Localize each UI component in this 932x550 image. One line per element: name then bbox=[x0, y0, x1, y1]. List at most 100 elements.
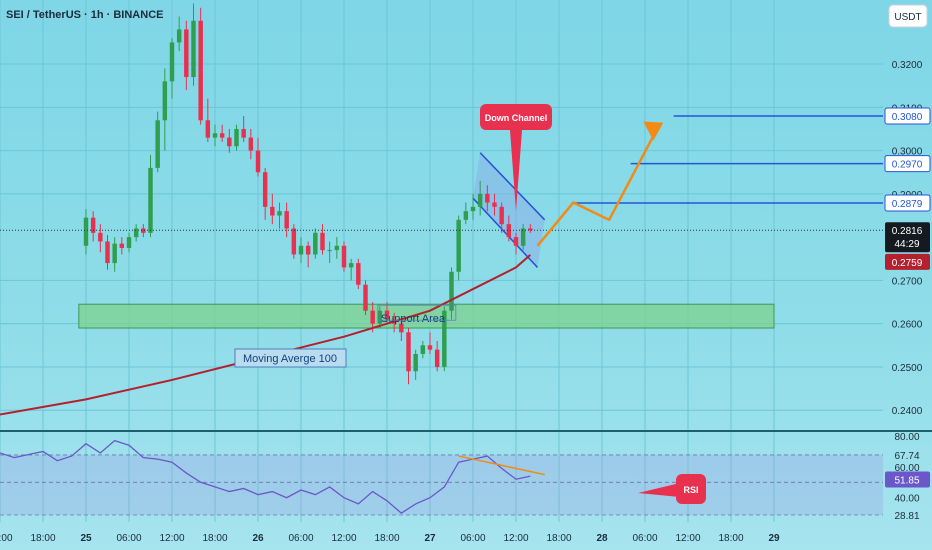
target-price-label: 0.3080 bbox=[892, 112, 923, 123]
candle-bullish bbox=[234, 128, 239, 147]
rsi-label-box bbox=[676, 474, 706, 504]
price-tick-label: 0.3200 bbox=[892, 60, 923, 71]
candle-bearish bbox=[406, 332, 411, 372]
price-tick-label: 0.2600 bbox=[892, 320, 923, 331]
projection-path bbox=[536, 124, 661, 247]
candle-bullish bbox=[313, 232, 318, 255]
candle-bearish bbox=[492, 202, 497, 207]
candle-bearish bbox=[528, 228, 533, 231]
candle-bearish bbox=[506, 224, 512, 238]
time-tick-label: 06:00 bbox=[632, 533, 657, 544]
candle-bearish bbox=[205, 120, 211, 138]
candle-bearish bbox=[284, 211, 289, 229]
candle-bullish bbox=[277, 211, 282, 216]
candle-bearish bbox=[341, 245, 347, 268]
candle-bearish bbox=[499, 206, 504, 225]
candle-bearish bbox=[98, 232, 103, 242]
moving-average-label-box bbox=[234, 348, 347, 368]
down-channel-label: Down Channel bbox=[485, 113, 548, 123]
candle-bearish bbox=[399, 323, 404, 333]
candle-bullish bbox=[155, 120, 160, 168]
rsi-band-label: 67.74 bbox=[894, 451, 919, 462]
price-tick-label: 0.2700 bbox=[892, 276, 923, 287]
last-price-label: 0.2816 bbox=[892, 226, 923, 237]
rsi-label-pointer bbox=[638, 483, 680, 497]
down-channel-upper-line bbox=[479, 152, 546, 221]
rsi-tick-label: 80.00 bbox=[894, 432, 919, 443]
rsi-value-badge bbox=[885, 471, 930, 488]
target-price-badge bbox=[884, 194, 931, 212]
time-tick-label: 27 bbox=[424, 533, 436, 544]
time-tick-label: 29 bbox=[768, 533, 780, 544]
candle-bullish bbox=[169, 42, 175, 82]
candle-bullish bbox=[449, 271, 454, 311]
down-channel-fill bbox=[473, 152, 545, 268]
price-tick-label: 0.2500 bbox=[892, 363, 923, 374]
time-tick-label: 18:00 bbox=[546, 533, 571, 544]
target-price-badge bbox=[884, 155, 931, 173]
time-tick-label: 25 bbox=[80, 533, 92, 544]
candle-bullish bbox=[126, 237, 132, 248]
currency-label: USDT bbox=[894, 12, 921, 23]
candle-bearish bbox=[255, 150, 261, 173]
time-tick-label: 12:00 bbox=[0, 533, 13, 544]
candle-bearish bbox=[513, 237, 519, 246]
candle-bearish bbox=[363, 284, 368, 311]
candle-bullish bbox=[470, 206, 476, 212]
candle-bullish bbox=[463, 211, 469, 220]
candle-bearish bbox=[427, 345, 433, 350]
candle-bearish bbox=[198, 20, 203, 121]
support-area-zone bbox=[78, 303, 775, 329]
moving-average-label: Moving Averge 100 bbox=[243, 353, 337, 365]
candle-bullish bbox=[348, 263, 354, 268]
candle-bearish bbox=[356, 263, 361, 285]
candle-bearish bbox=[119, 243, 125, 248]
time-tick-label: 18:00 bbox=[202, 533, 227, 544]
candle-bearish bbox=[291, 228, 297, 255]
candle-bullish bbox=[148, 167, 153, 233]
time-tick-label: 18:00 bbox=[374, 533, 399, 544]
target-price-label: 0.2970 bbox=[892, 160, 923, 171]
candle-bullish bbox=[377, 310, 383, 324]
candle-bearish bbox=[370, 310, 375, 324]
candle-bearish bbox=[320, 232, 325, 251]
candle-bearish bbox=[219, 133, 225, 138]
candle-bullish bbox=[420, 345, 426, 354]
ma-price-badge bbox=[885, 253, 930, 270]
time-tick-label: 28 bbox=[596, 533, 608, 544]
price-tick-label: 0.2400 bbox=[892, 406, 923, 417]
candle-bearish bbox=[184, 29, 189, 78]
ma-price-label: 0.2759 bbox=[892, 258, 923, 269]
candle-bullish bbox=[520, 228, 526, 246]
moving-average-line bbox=[0, 254, 531, 416]
down-channel-label-box bbox=[480, 104, 552, 130]
time-tick-label: 18:00 bbox=[718, 533, 743, 544]
down-channel-lower-line bbox=[472, 197, 539, 268]
candle-bullish bbox=[477, 193, 483, 207]
chart-title: SEI / TetherUS · 1h · BINANCE bbox=[6, 9, 163, 21]
time-tick-label: 12:00 bbox=[675, 533, 700, 544]
currency-badge[interactable] bbox=[888, 4, 928, 28]
candle-bullish bbox=[112, 243, 117, 264]
candle-bullish bbox=[83, 217, 89, 246]
candle-bullish bbox=[442, 310, 447, 367]
rsi-label: RSI bbox=[683, 485, 698, 495]
candle-bullish bbox=[298, 245, 304, 255]
candle-bullish bbox=[456, 219, 461, 272]
candle-bearish bbox=[262, 172, 268, 207]
rsi-tick-label: 40.00 bbox=[894, 494, 919, 505]
rsi-divergence-line bbox=[458, 455, 545, 476]
time-tick-label: 06:00 bbox=[460, 533, 485, 544]
rsi-tick-label: 60.00 bbox=[894, 463, 919, 474]
time-tick-label: 12:00 bbox=[159, 533, 184, 544]
candle-bearish bbox=[241, 128, 246, 138]
rsi-band-label: 28.81 bbox=[894, 511, 919, 522]
support-area-label-frame bbox=[377, 304, 457, 321]
candle-bullish bbox=[162, 81, 168, 121]
candle-bullish bbox=[176, 29, 182, 43]
candle-bearish bbox=[434, 349, 440, 367]
time-tick-label: 06:00 bbox=[116, 533, 141, 544]
time-tick-label: 12:00 bbox=[331, 533, 356, 544]
